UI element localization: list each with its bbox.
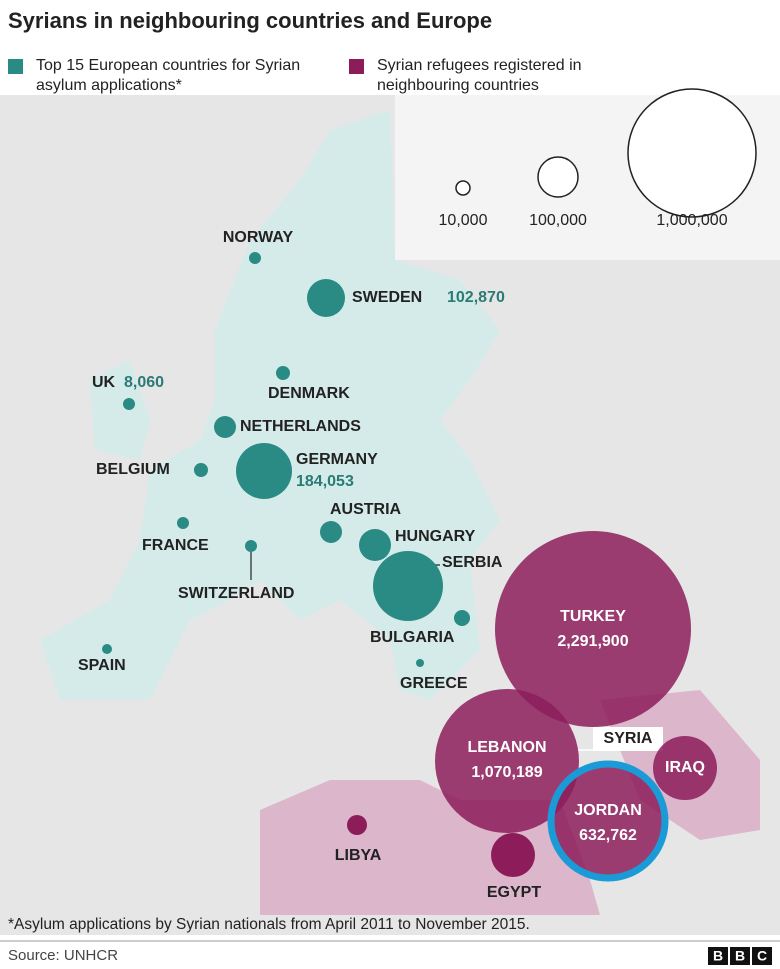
legend-label: Syrian refugees registered in neighbouri… xyxy=(377,57,582,94)
country-label: BULGARIA xyxy=(370,629,455,646)
country-value: 632,762 xyxy=(579,827,637,844)
syria-label-box xyxy=(593,727,663,751)
country-bubble xyxy=(102,644,112,654)
country-bubble xyxy=(236,443,292,499)
country-label: TURKEY xyxy=(560,608,626,625)
logo-letter: B xyxy=(713,948,723,964)
logo-letter: C xyxy=(757,948,767,964)
legend-label: Top 15 European countries for Syrian asy… xyxy=(36,57,301,94)
country-label: SYRIA xyxy=(604,730,653,747)
country-label: BELGIUM xyxy=(96,461,170,478)
size-legend-label: 1,000,000 xyxy=(656,212,727,229)
country-label: LIBYA xyxy=(335,847,382,864)
country-label: NETHERLANDS xyxy=(240,418,361,435)
country-bubble xyxy=(307,279,345,317)
country-bubble xyxy=(177,517,189,529)
country-label: AUSTRIA xyxy=(330,501,402,518)
country-bubble xyxy=(547,760,669,882)
country-value: 2,291,900 xyxy=(557,633,628,650)
country-bubble xyxy=(347,815,367,835)
country-label: LEBANON xyxy=(467,739,546,756)
legend-swatch xyxy=(8,59,23,74)
country-bubble xyxy=(214,416,236,438)
country-label: SERBIA xyxy=(442,554,503,571)
country-label: IRAQ xyxy=(665,759,705,776)
country-bubble xyxy=(245,540,257,552)
legend-neighbours: Syrian refugees registered in neighbouri… xyxy=(349,56,649,96)
country-label: EGYPT xyxy=(487,884,541,901)
footnote: *Asylum applications by Syrian nationals… xyxy=(8,916,530,933)
country-bubble xyxy=(454,610,470,626)
title: Syrians in neighbouring countries and Eu… xyxy=(8,8,492,33)
country-label: HUNGARY xyxy=(395,528,476,545)
country-bubble xyxy=(435,689,579,833)
size-legend-label: 10,000 xyxy=(439,212,488,229)
size-legend-label: 100,000 xyxy=(529,212,587,229)
size-legend-circle xyxy=(537,156,579,198)
legend-swatch xyxy=(349,59,364,74)
country-value: 8,060 xyxy=(124,374,164,391)
country-label: JORDAN xyxy=(574,802,642,819)
country-bubble xyxy=(276,366,290,380)
size-legend-circle xyxy=(455,180,471,196)
country-label: NORWAY xyxy=(223,229,294,246)
country-label: SWITZERLAND xyxy=(178,585,294,602)
country-bubble xyxy=(491,833,535,877)
logo-box xyxy=(708,947,728,965)
country-bubble xyxy=(416,659,424,667)
country-label: FRANCE xyxy=(142,537,209,554)
logo-box xyxy=(752,947,772,965)
country-label: GERMANY xyxy=(296,451,378,468)
country-label: UK xyxy=(92,374,116,391)
country-label: SWEDEN xyxy=(352,289,422,306)
country-bubble xyxy=(495,531,691,727)
uk-land xyxy=(90,360,150,460)
country-value: 1,070,189 xyxy=(471,764,542,781)
country-bubble xyxy=(320,521,342,543)
country-bubble xyxy=(194,463,208,477)
legend-europe: Top 15 European countries for Syrian asy… xyxy=(8,56,308,96)
country-label: GREECE xyxy=(400,675,468,692)
country-bubble xyxy=(359,529,391,561)
country-value: 102,870 xyxy=(447,289,505,306)
logo-letter: B xyxy=(735,948,745,964)
country-bubble xyxy=(249,252,261,264)
country-label: SPAIN xyxy=(78,657,126,674)
logo-box xyxy=(730,947,750,965)
source: Source: UNHCR xyxy=(8,947,118,964)
country-value: 184,053 xyxy=(296,473,354,490)
country-bubble xyxy=(653,736,717,800)
size-legend-circle xyxy=(627,88,757,218)
country-label: DENMARK xyxy=(268,385,350,402)
country-bubble xyxy=(373,551,443,621)
country-bubble xyxy=(123,398,135,410)
